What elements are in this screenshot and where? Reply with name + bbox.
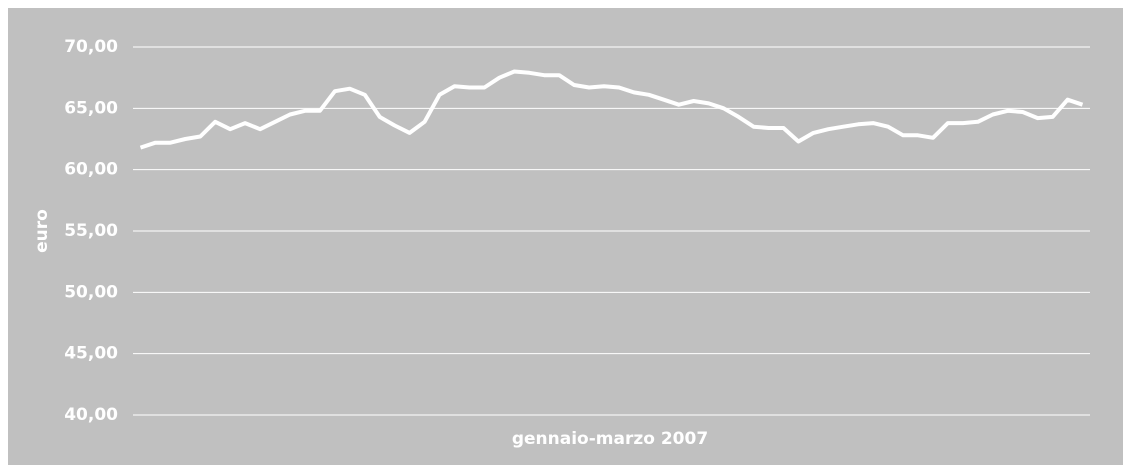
y-tick-label: 55,00 bbox=[64, 221, 118, 241]
y-tick-label: 65,00 bbox=[64, 98, 118, 118]
y-tick-label: 40,00 bbox=[64, 405, 118, 425]
y-tick-label: 45,00 bbox=[64, 344, 118, 364]
data-line bbox=[139, 69, 1084, 150]
y-tick-label: 60,00 bbox=[64, 160, 118, 180]
y-tick-label: 50,00 bbox=[64, 282, 118, 302]
y-tick-label: 70,00 bbox=[64, 37, 118, 57]
chart-background bbox=[8, 8, 1123, 465]
y-axis-label: euro bbox=[32, 209, 52, 253]
x-axis-label: gennaio-marzo 2007 bbox=[512, 429, 708, 449]
